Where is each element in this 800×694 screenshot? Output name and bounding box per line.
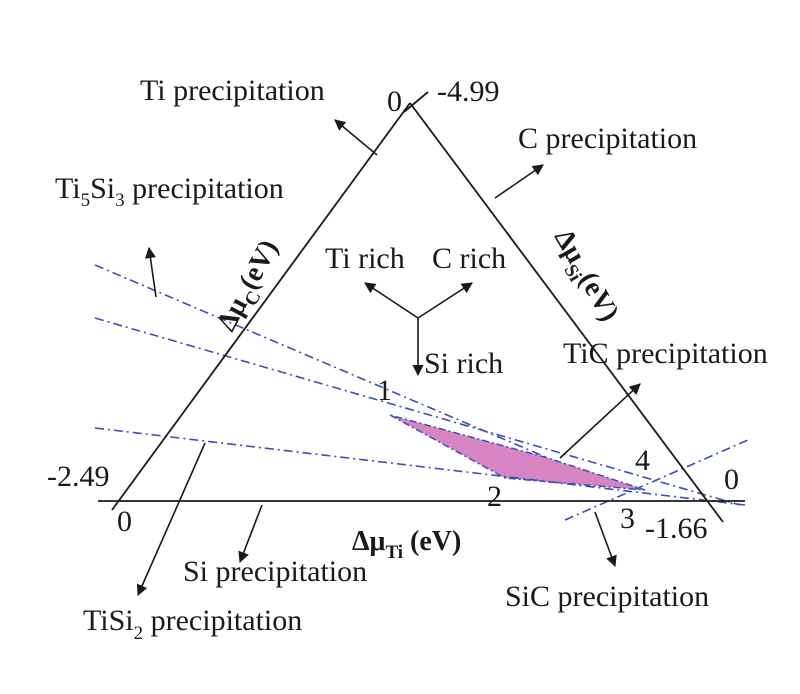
right-value-label: -1.66 [645,512,708,545]
sic-precip-arrow [594,511,617,568]
si-axis-label: ΔμSi(eV) [543,224,625,330]
point-1-label: 1 [377,374,392,407]
left-zero-label: 0 [117,505,132,538]
boundary-si [94,427,746,506]
ti5si3-precip-arrow [144,246,157,298]
ti5si3-precipitation-label: Ti5Si3 precipitation [55,172,284,211]
tisi2-precipitation-label: TiSi2 precipitation [83,604,302,644]
c-precip-arrow [494,164,544,199]
ti-precipitation-label: Ti precipitation [140,74,325,107]
stable-region [389,414,646,491]
si-rich-label: Si rich [424,347,503,380]
ti-axis-label: ΔμTi (eV) [352,526,461,563]
boundary-ti5si3 [94,264,549,459]
point-3-label: 3 [620,502,635,535]
left-value-label: -2.49 [47,460,110,493]
right-zero-label: 0 [724,463,739,496]
boundary-tisi2 [94,317,741,506]
ti-rich-arrow [364,282,419,319]
tisi2-precip-arrow [136,442,206,597]
c-rich-arrow [417,282,473,319]
point-4-label: 4 [635,444,650,477]
precipitation-arrows [136,119,641,597]
top-zero-label: 0 [387,85,402,118]
tic-precip-arrow [559,383,641,459]
ti-precip-arrow [334,119,378,156]
tic-precipitation-label: TiC precipitation [563,337,768,370]
c-axis-label: ΔμC(eV) [211,235,290,339]
direction-arrows [364,282,473,377]
si-precipitation-label: Si precipitation [183,555,367,588]
boundary-sic [564,439,749,521]
triangle-frame [98,91,745,523]
si-precip-arrow [238,504,263,564]
c-rich-label: C rich [432,242,506,275]
sic-precipitation-label: SiC precipitation [505,580,709,613]
top-value-label: -4.99 [437,75,500,108]
ti-rich-label: Ti rich [325,242,405,275]
point-2-label: 2 [487,480,502,513]
edge-right [409,102,724,523]
edge-left [111,102,411,511]
c-precipitation-label: C precipitation [518,122,697,155]
top-tick [403,91,429,113]
boundary-lines [94,264,749,521]
